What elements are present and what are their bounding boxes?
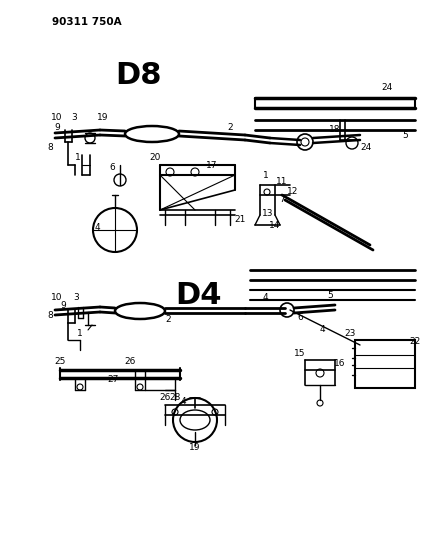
Text: 6: 6 — [297, 313, 303, 322]
Text: 5: 5 — [402, 131, 408, 140]
Text: 4: 4 — [262, 294, 268, 303]
Text: 9: 9 — [54, 123, 60, 132]
Text: 2: 2 — [165, 316, 171, 325]
Text: 5: 5 — [327, 290, 333, 300]
Text: 27: 27 — [107, 376, 119, 384]
Text: D4: D4 — [175, 280, 222, 310]
Text: 7: 7 — [279, 196, 285, 205]
Text: 3: 3 — [71, 114, 77, 123]
Text: 20: 20 — [149, 154, 161, 163]
Text: 19: 19 — [97, 114, 109, 123]
Text: 90311 750A: 90311 750A — [52, 17, 122, 27]
Text: 10: 10 — [51, 294, 63, 303]
Text: 4: 4 — [94, 222, 100, 231]
Text: 3: 3 — [73, 294, 79, 303]
Text: 4: 4 — [319, 326, 325, 335]
Text: 19: 19 — [189, 442, 201, 451]
Text: 23: 23 — [344, 328, 356, 337]
Text: 15: 15 — [294, 349, 306, 358]
Text: 2: 2 — [227, 124, 233, 133]
Text: 14: 14 — [269, 221, 281, 230]
Text: D8: D8 — [115, 61, 162, 90]
Text: 12: 12 — [287, 188, 299, 197]
Text: 13: 13 — [262, 208, 274, 217]
Text: 8: 8 — [47, 142, 53, 151]
Text: 1: 1 — [75, 154, 81, 163]
Text: 26: 26 — [124, 358, 136, 367]
Bar — [355, 340, 415, 388]
Text: 22: 22 — [409, 337, 421, 346]
Text: 16: 16 — [334, 359, 346, 367]
Text: 24: 24 — [360, 142, 372, 151]
Text: 1: 1 — [77, 328, 83, 337]
Text: 8: 8 — [47, 311, 53, 319]
Text: 17: 17 — [206, 160, 218, 169]
Text: 24: 24 — [381, 84, 392, 93]
Text: 18: 18 — [329, 125, 341, 134]
Text: 28: 28 — [169, 393, 181, 402]
Text: 6: 6 — [109, 163, 115, 172]
Text: 26: 26 — [160, 393, 170, 402]
Text: 21: 21 — [234, 215, 246, 224]
Text: 4: 4 — [180, 398, 186, 407]
Text: 1: 1 — [263, 171, 269, 180]
Text: 9: 9 — [60, 301, 66, 310]
Text: 10: 10 — [51, 114, 63, 123]
Text: 11: 11 — [276, 177, 288, 187]
Text: 25: 25 — [54, 358, 66, 367]
